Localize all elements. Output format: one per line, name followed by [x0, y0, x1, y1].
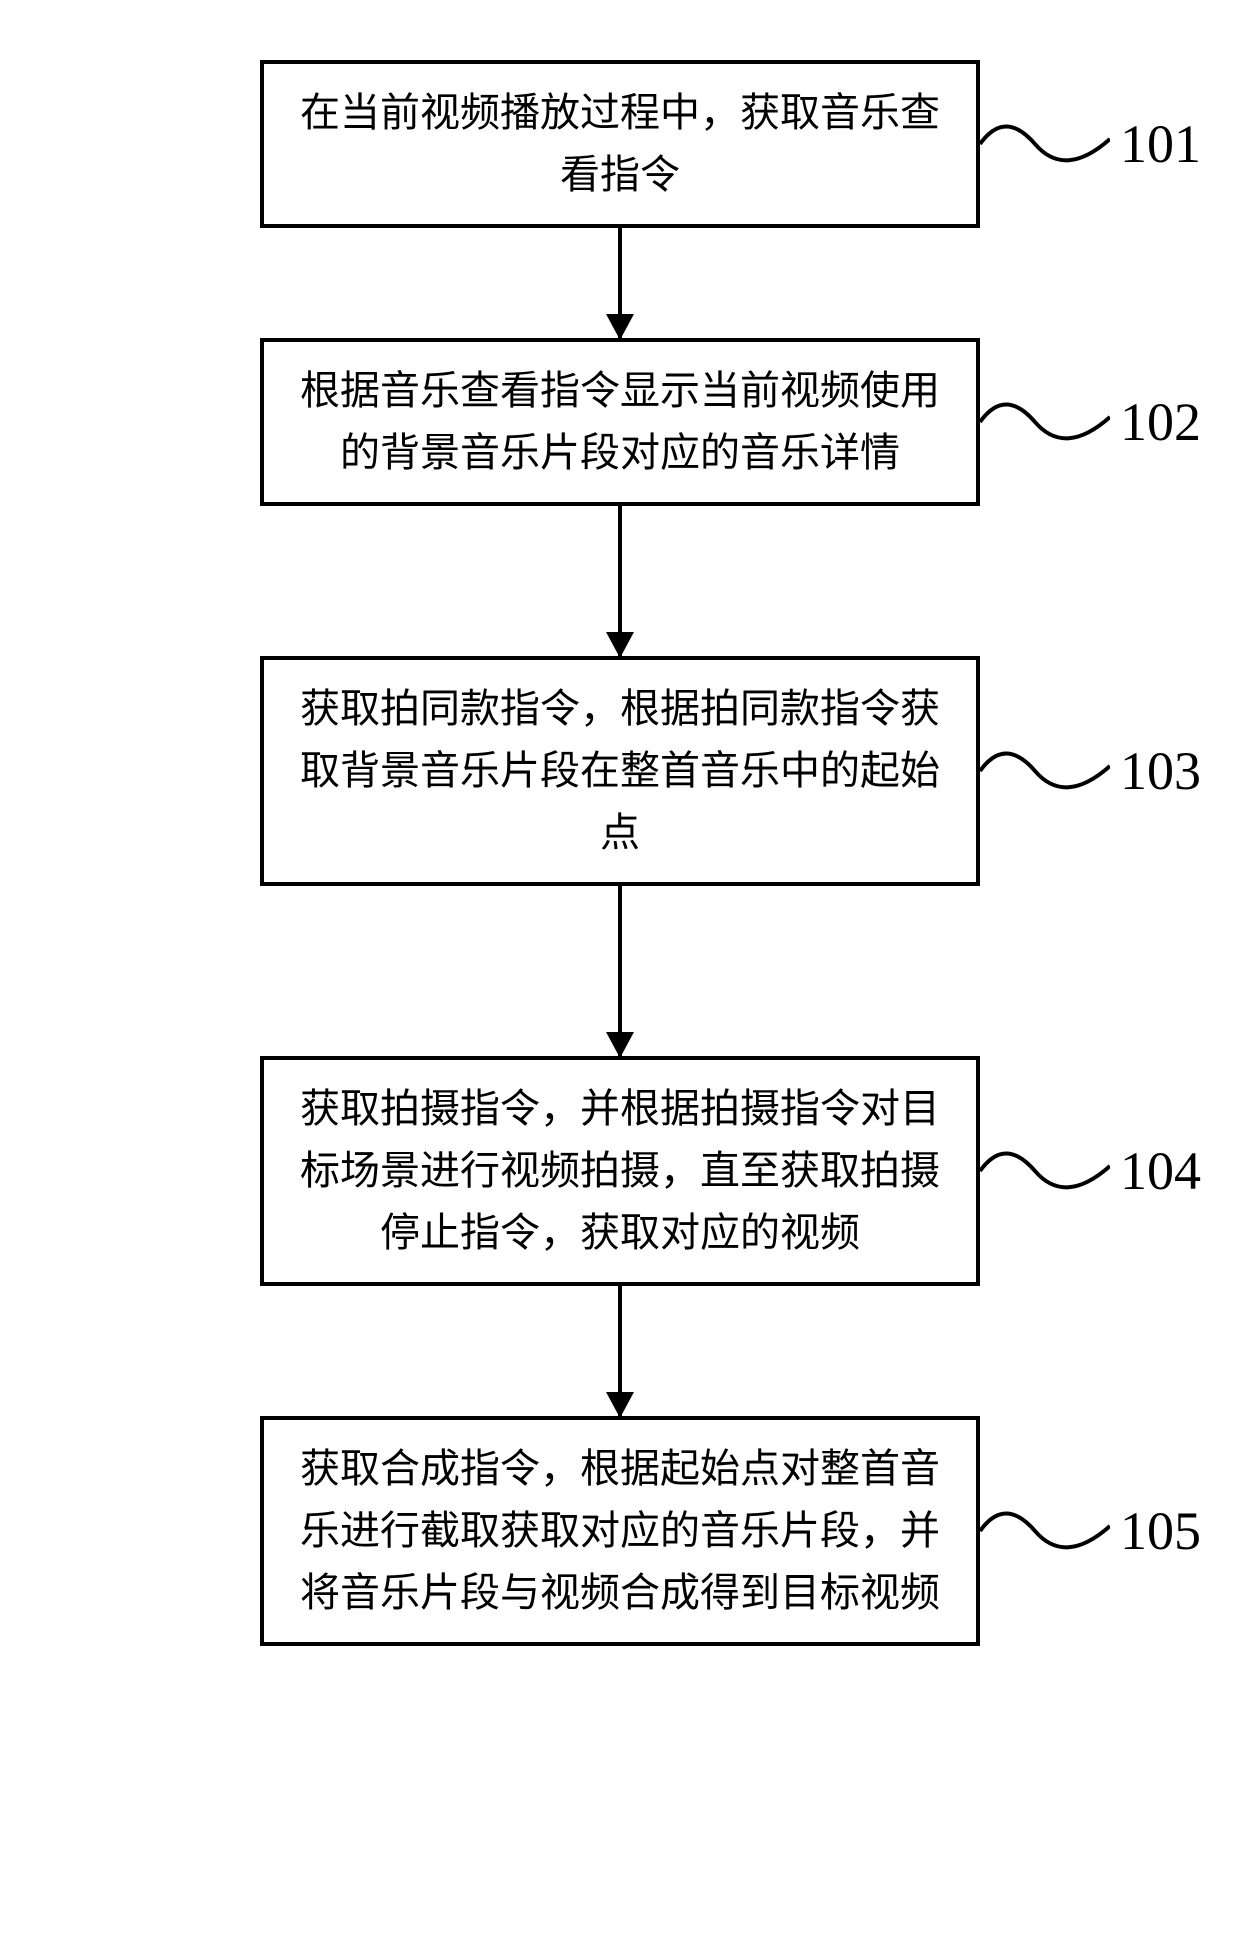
step-label-1: 101: [1120, 113, 1201, 175]
step-label-3: 103: [1120, 740, 1201, 802]
arrow-4-5: [40, 1286, 1200, 1416]
step-row-3: 获取拍同款指令，根据拍同款指令获取背景音乐片段在整首音乐中的起始点 103: [40, 656, 1200, 886]
arrow-head-icon: [606, 632, 634, 658]
arrow-line: [618, 228, 622, 338]
step-text-3: 获取拍同款指令，根据拍同款指令获取背景音乐片段在整首音乐中的起始点: [292, 678, 948, 864]
arrow-line: [618, 886, 622, 1056]
arrow-3-4: [40, 886, 1200, 1056]
step-row-1: 在当前视频播放过程中，获取音乐查看指令 101: [40, 60, 1200, 228]
step-box-2: 根据音乐查看指令显示当前视频使用的背景音乐片段对应的音乐详情: [260, 338, 980, 506]
arrow-line: [618, 1286, 622, 1416]
step-row-2: 根据音乐查看指令显示当前视频使用的背景音乐片段对应的音乐详情 102: [40, 338, 1200, 506]
squiggle-connector-3: [980, 741, 1110, 801]
squiggle-connector-5: [980, 1501, 1110, 1561]
step-label-4: 104: [1120, 1140, 1201, 1202]
arrow-head-icon: [606, 314, 634, 340]
step-box-3: 获取拍同款指令，根据拍同款指令获取背景音乐片段在整首音乐中的起始点: [260, 656, 980, 886]
step-label-5: 105: [1120, 1500, 1201, 1562]
arrow-1-2: [40, 228, 1200, 338]
step-text-2: 根据音乐查看指令显示当前视频使用的背景音乐片段对应的音乐详情: [292, 360, 948, 484]
step-row-4: 获取拍摄指令，并根据拍摄指令对目标场景进行视频拍摄，直至获取拍摄停止指令，获取对…: [40, 1056, 1200, 1286]
step-text-1: 在当前视频播放过程中，获取音乐查看指令: [292, 82, 948, 206]
arrow-line: [618, 506, 622, 656]
step-box-1: 在当前视频播放过程中，获取音乐查看指令: [260, 60, 980, 228]
step-row-5: 获取合成指令，根据起始点对整首音乐进行截取获取对应的音乐片段，并将音乐片段与视频…: [40, 1416, 1200, 1646]
step-label-2: 102: [1120, 391, 1201, 453]
squiggle-connector-4: [980, 1141, 1110, 1201]
squiggle-connector-1: [980, 114, 1110, 174]
arrow-head-icon: [606, 1032, 634, 1058]
flowchart-container: 在当前视频播放过程中，获取音乐查看指令 101 根据音乐查看指令显示当前视频使用…: [40, 60, 1200, 1646]
step-box-5: 获取合成指令，根据起始点对整首音乐进行截取获取对应的音乐片段，并将音乐片段与视频…: [260, 1416, 980, 1646]
step-box-4: 获取拍摄指令，并根据拍摄指令对目标场景进行视频拍摄，直至获取拍摄停止指令，获取对…: [260, 1056, 980, 1286]
arrow-2-3: [40, 506, 1200, 656]
arrow-head-icon: [606, 1392, 634, 1418]
step-text-4: 获取拍摄指令，并根据拍摄指令对目标场景进行视频拍摄，直至获取拍摄停止指令，获取对…: [292, 1078, 948, 1264]
squiggle-connector-2: [980, 392, 1110, 452]
step-text-5: 获取合成指令，根据起始点对整首音乐进行截取获取对应的音乐片段，并将音乐片段与视频…: [292, 1438, 948, 1624]
